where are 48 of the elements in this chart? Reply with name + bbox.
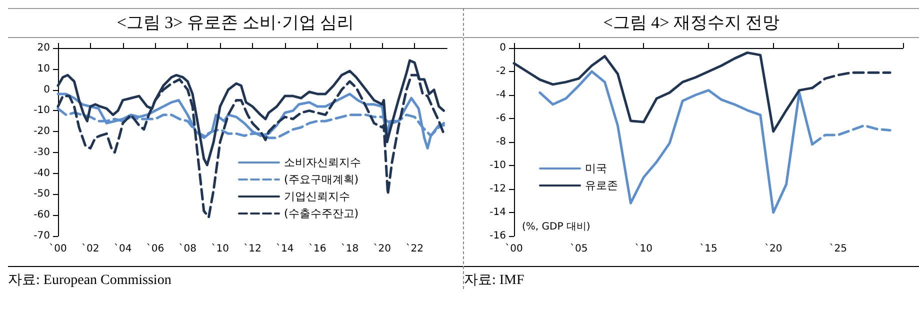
legend-label: 유로존 [585, 179, 618, 192]
x-tick-label: `00 [49, 244, 67, 254]
chart-title: <그림 4> 재정수지 전망 [464, 8, 919, 38]
x-tick-label: `22 [406, 244, 424, 254]
x-tick-label: `16 [308, 244, 326, 254]
legend-label: (수출수주잔고) [284, 207, 359, 220]
x-tick-label: `15 [700, 244, 718, 254]
y-tick-label: -12 [490, 184, 506, 194]
legend-label: 기업신뢰지수 [284, 190, 350, 203]
x-tick-label: `10 [634, 244, 653, 254]
text: 자료: IMF [464, 272, 526, 289]
y-tick-label: 0 [44, 84, 50, 96]
y-tick-label: -60 [34, 210, 50, 221]
x-tick-label: `04 [114, 244, 132, 254]
y-tick-label: 0 [500, 42, 506, 54]
y-tick-label: -2 [496, 66, 506, 77]
legend-label: 미국 [585, 162, 607, 175]
y-tick-label: -40 [34, 168, 50, 179]
y-tick-label: 10 [37, 63, 50, 74]
y-tick-label: -10 [490, 160, 506, 171]
y-axis-title: (%, GDP 대비) [522, 222, 590, 232]
text: 자료: European Commission [8, 272, 172, 289]
x-tick-label: `18 [340, 244, 359, 254]
y-tick-label: -70 [34, 230, 50, 242]
x-tick-label: `02 [82, 244, 100, 254]
x-tick-label: `12 [244, 244, 262, 254]
x-tick-label: `20 [373, 244, 392, 254]
y-tick-label: -4 [496, 90, 506, 100]
y-tick-label: -10 [34, 105, 50, 116]
y-tick-label: -8 [496, 136, 506, 148]
x-tick-label: `20 [764, 244, 782, 254]
x-tick-label: `06 [146, 244, 164, 254]
x-tick-label: `00 [505, 244, 523, 254]
y-tick-label: 20 [37, 42, 50, 54]
y-tick-label: -14 [490, 207, 506, 218]
x-tick-label: `08 [178, 244, 197, 254]
legend-label: (주요구매계획) [284, 173, 359, 186]
y-tick-label: -20 [34, 126, 50, 138]
chart-title: <그림 3> 유로존 소비·기업 심리 [8, 8, 463, 38]
x-tick-label: `25 [829, 244, 848, 254]
x-tick-label: `14 [276, 244, 294, 254]
y-tick-label: -30 [34, 146, 50, 158]
x-tick-label: `05 [570, 244, 588, 254]
y-tick-label: -50 [34, 188, 50, 200]
y-tick-label: -16 [490, 230, 506, 242]
legend-label: 소비자신뢰지수 [284, 156, 361, 169]
y-tick-label: -6 [496, 113, 506, 124]
x-tick-label: `10 [211, 244, 229, 254]
